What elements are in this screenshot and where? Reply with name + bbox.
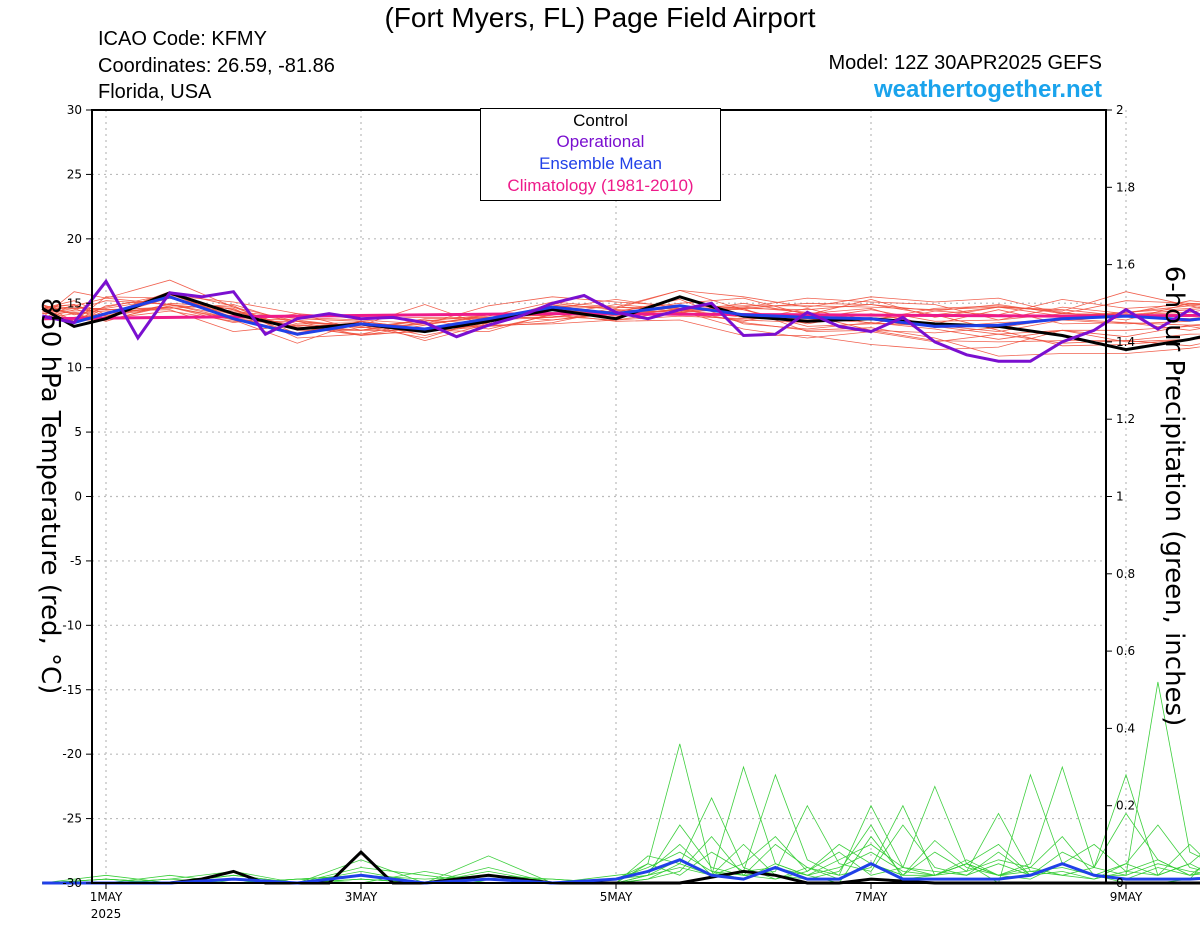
right-tick-label: 1.4 (1116, 335, 1135, 349)
left-tick-label: -5 (70, 554, 82, 568)
left-tick-label: 15 (67, 296, 82, 310)
plot-frame (91, 109, 1107, 884)
left-tick-label: 5 (74, 425, 82, 439)
region: Florida, USA (98, 81, 212, 103)
x-tick-label: 1MAY (90, 890, 123, 904)
temp-operational-line (41, 278, 1200, 363)
right-tick-label: 1 (1116, 490, 1124, 504)
precip-member-line-5 (42, 804, 1200, 884)
right-tick-label: 2 (1116, 103, 1124, 117)
temp-member-line-5 (42, 302, 1200, 331)
right-tick-label: 0.2 (1116, 799, 1135, 813)
icao-code: ICAO Code: KFMY (98, 28, 267, 50)
right-tick-label: 0.6 (1116, 644, 1135, 658)
precip-member-line-10 (42, 765, 1200, 884)
coordinates: Coordinates: 26.59, -81.86 (98, 55, 335, 77)
x-tick-year-label: 2025 (91, 907, 122, 921)
legend-climatology: Climatology (1981-2010) (507, 176, 694, 195)
x-tick-label: 7MAY (855, 890, 888, 904)
temp-member-line-7 (42, 304, 1200, 339)
right-tick-label: 0 (1116, 876, 1124, 890)
legend: Control Operational Ensemble Mean Climat… (480, 108, 721, 201)
precip-member-line-1 (42, 743, 1200, 884)
right-axis-label: 6-hour Precipitation (green, inches) (1159, 266, 1189, 726)
left-tick-label: -15 (62, 683, 82, 697)
climatology-line (42, 312, 1200, 321)
grid-lines (92, 110, 1127, 883)
right-tick-label: 1.2 (1116, 412, 1135, 426)
right-axis-ticks: 2 1.8 1.6 1.4 1.2 1 0.8 0.6 0.4 0.2 0 (1106, 103, 1135, 890)
precipitation-members (42, 681, 1200, 884)
right-tick-label: 0.4 (1116, 721, 1135, 735)
x-tick-label: 3MAY (345, 890, 378, 904)
left-tick-label: -20 (62, 747, 82, 761)
left-tick-label: 10 (67, 361, 82, 375)
temp-control-line (41, 291, 1200, 352)
x-tick-label: 9MAY (1110, 890, 1143, 904)
precip-member-line-2 (42, 681, 1200, 884)
temp-member-line-1 (42, 291, 1200, 335)
left-axis-ticks: 30 25 20 15 10 5 0 -5 -10 -15 -20 -25 -30 (62, 103, 92, 890)
legend-ensemble-mean: Ensemble Mean (539, 154, 662, 173)
precip-member-line-3 (42, 824, 1200, 884)
right-tick-label: 0.8 (1116, 567, 1135, 581)
temp-member-line-16 (42, 297, 1200, 330)
legend-operational: Operational (556, 132, 645, 151)
x-tick-label: 5MAY (600, 890, 633, 904)
left-tick-label: 30 (67, 103, 82, 117)
left-tick-label: 20 (67, 232, 82, 246)
right-tick-label: 1.8 (1116, 180, 1135, 194)
temp-member-line-14 (42, 289, 1200, 325)
precip-member-line-4 (42, 773, 1200, 884)
temp-member-line-3 (42, 296, 1200, 347)
temp-ensemble-mean-line (41, 295, 1200, 336)
left-tick-label: 25 (67, 167, 82, 181)
left-tick-label: -30 (62, 876, 82, 890)
x-axis-ticks: 1MAY20253MAY5MAY7MAY9MAY11MAY13MAY15MAY (90, 883, 1143, 921)
left-tick-label: 0 (74, 490, 82, 504)
right-tick-label: 1.6 (1116, 258, 1135, 272)
site-link[interactable]: weathertogether.net (873, 76, 1102, 103)
left-tick-label: -25 (62, 812, 82, 826)
precip-member-line-8 (42, 785, 1200, 884)
precip-member-line-9 (42, 843, 1200, 884)
temperature-members (42, 279, 1200, 357)
left-tick-label: -10 (62, 618, 82, 632)
precip-member-line-6 (42, 773, 1200, 884)
temp-member-line-17 (42, 297, 1200, 340)
legend-control: Control (573, 111, 628, 130)
model-run: Model: 12Z 30APR2025 GEFS (828, 52, 1102, 74)
page-title: (Fort Myers, FL) Page Field Airport (384, 2, 816, 33)
left-axis-label: 850 hPa Temperature (red, °C) (35, 298, 65, 695)
